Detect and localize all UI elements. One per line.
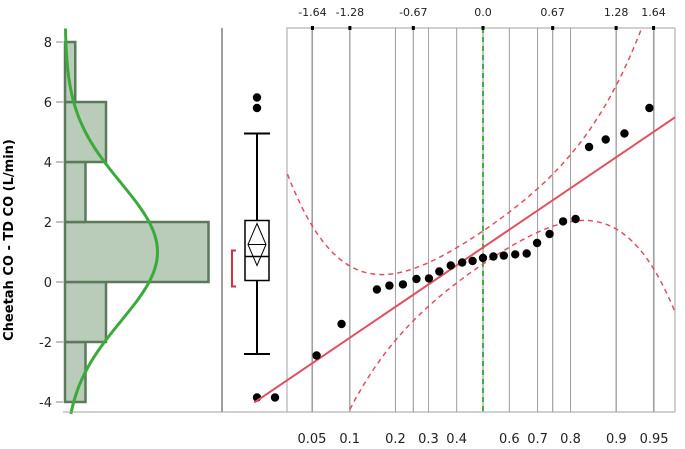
- box-plot-panel: [231, 93, 270, 402]
- quantile-tick-label: 1.28: [604, 6, 629, 19]
- quantile-point: [620, 129, 629, 138]
- confidence-band-lower: [349, 219, 676, 410]
- quantile-tick-label: -0.67: [399, 6, 427, 19]
- quantile-point: [412, 274, 421, 284]
- histogram-bar: [63, 220, 210, 284]
- quantile-point: [424, 274, 434, 283]
- quantile-tick-mark: [481, 26, 485, 30]
- probability-tick-label: 0.3: [418, 432, 439, 447]
- box-iqr: [244, 219, 270, 282]
- quantile-point: [435, 267, 444, 276]
- quantile-point: [571, 214, 580, 224]
- quantile-point: [458, 258, 467, 267]
- shortest-half-bracket: [231, 249, 236, 288]
- quantile-tick-mark: [411, 26, 415, 30]
- y-tick-label: 4: [44, 156, 52, 171]
- quantile-point: [478, 253, 488, 263]
- histogram-panel: [63, 28, 223, 415]
- mean-diamond: [247, 222, 267, 267]
- quantile-point: [337, 319, 346, 329]
- probability-tick-label: 0.2: [385, 432, 406, 447]
- probability-tick-label: 0.95: [640, 432, 669, 447]
- histogram-bars: [63, 40, 210, 404]
- normal-density-curve: [64, 28, 160, 415]
- data-points: [270, 103, 654, 402]
- quantile-point: [499, 251, 508, 260]
- y-tick-label: 2: [44, 216, 52, 231]
- quantile-tick-label: 0.67: [540, 6, 565, 19]
- quantile-point: [532, 238, 542, 248]
- quantile-point: [522, 249, 531, 258]
- quantile-point: [270, 393, 280, 402]
- y-tick-label: 8: [44, 36, 52, 51]
- histogram-bar: [63, 160, 87, 224]
- y-axis-ticks: 8 6 4 2 0 -2 -4: [39, 36, 63, 411]
- quantile-tick-label: 1.64: [641, 6, 666, 19]
- probability-tick-label: 0.05: [297, 432, 326, 447]
- quantile-tick-mark: [614, 26, 618, 30]
- quantile-tick-mark: [551, 26, 555, 30]
- y-tick-label: 0: [44, 276, 52, 291]
- quantile-tick-label: 0.0: [474, 6, 492, 19]
- quantile-point: [584, 142, 594, 152]
- quantile-point: [558, 217, 568, 226]
- quantile-point: [312, 351, 321, 360]
- histogram-bar: [63, 280, 108, 344]
- probability-tick-label: 0.8: [560, 432, 581, 447]
- histogram-bar: [63, 40, 77, 104]
- quantile-point: [372, 285, 382, 294]
- quantile-tick-label: -1.64: [298, 6, 326, 19]
- probability-tick-label: 0.1: [339, 432, 360, 447]
- quantile-tick-label: -1.28: [336, 6, 364, 19]
- quantile-tick-mark: [310, 26, 314, 30]
- outlier-point: [252, 93, 262, 102]
- quantile-point: [545, 229, 554, 239]
- y-tick-label: 6: [44, 96, 52, 111]
- quantile-point: [489, 252, 498, 261]
- probability-tick-label: 0.6: [499, 432, 520, 447]
- quantile-point: [601, 135, 610, 144]
- quantile-point: [511, 250, 520, 259]
- quantile-tick-mark: [652, 26, 656, 30]
- quantile-point: [385, 281, 394, 290]
- y-axis-label: Cheetah CO - TD CO (L/min): [2, 139, 17, 341]
- quantile-plot-frame: [286, 27, 676, 413]
- quantile-tick-mark: [348, 26, 352, 30]
- quantile-point: [645, 103, 654, 113]
- quantile-point: [468, 256, 477, 266]
- quantile-point: [446, 261, 455, 270]
- normal-quantile-ticks: -1.64 -1.28 -0.67 0.0 0.67 1.28 1.64: [298, 6, 666, 30]
- probability-tick-label: 0.7: [527, 432, 548, 447]
- probability-ticks: 0.05 0.1 0.2 0.3 0.4 0.6 0.7 0.8 0.9 0.95: [297, 432, 668, 447]
- probability-tick-label: 0.9: [606, 432, 627, 447]
- quantile-point: [398, 280, 408, 289]
- y-tick-label: -2: [39, 336, 52, 351]
- y-tick-label: -4: [39, 396, 52, 411]
- outlier-point: [252, 103, 262, 113]
- confidence-band-upper: [286, 29, 642, 276]
- normal-quantile-plot: -1.64 -1.28 -0.67 0.0 0.67 1.28 1.64 0.05 0.1 0.…: [253, 6, 676, 447]
- probability-tick-label: 0.4: [446, 432, 467, 447]
